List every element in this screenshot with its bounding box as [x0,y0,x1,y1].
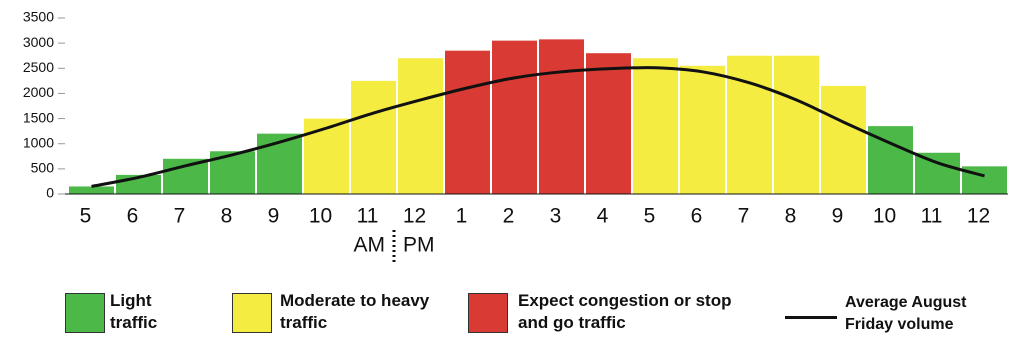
volume-line [91,66,985,188]
legend-label: Average August Friday volume [845,294,967,333]
am-label: AM [354,234,386,257]
bar [821,85,866,194]
bar [633,58,678,194]
bar [351,80,396,194]
legend-swatch [232,293,272,333]
x-tick-label: 6 [691,205,703,228]
legend-swatch [468,293,508,333]
legend-label: Expect congestion or stop and go traffic [518,291,732,332]
y-tick-label: 1500 [23,109,54,125]
legend-label: Light traffic [110,291,158,332]
x-tick-label: 9 [832,205,844,228]
x-tick-label: 6 [127,205,139,228]
bar [539,39,584,194]
bar [304,118,349,194]
bar [727,55,772,194]
x-tick-label: 11 [357,205,379,228]
x-tick-label: 11 [921,205,943,228]
x-tick-label: 7 [174,205,186,228]
pm-label: PM [403,234,435,257]
x-tick-label: 9 [268,205,280,228]
x-tick-label: 8 [221,205,233,228]
y-tick-label: 2500 [23,59,54,75]
bar [492,40,537,194]
x-tick-label: 5 [644,205,656,228]
bar [680,65,725,195]
y-tick-label: 500 [31,160,55,176]
bar [445,50,490,194]
bar [915,152,960,194]
bar [774,55,819,194]
x-tick-label: 12 [403,205,426,228]
x-tick-label: 5 [80,205,92,228]
legend-swatch [65,293,105,333]
bar [586,53,631,195]
bar [69,186,114,194]
x-tick-label: 8 [785,205,797,228]
y-tick-label: 2000 [23,84,54,100]
y-tick-label: 0 [46,185,54,201]
legend-line [785,316,837,319]
x-tick-label: 10 [873,205,896,228]
legend-label: Moderate to heavy traffic [280,291,430,332]
x-tick-label: 2 [503,205,515,228]
x-tick-label: 7 [738,205,750,228]
y-tick-label: 3500 [23,9,54,25]
bar [163,158,208,194]
x-tick-label: 1 [456,205,468,228]
y-tick-label: 1000 [23,134,54,150]
x-tick-label: 10 [309,205,332,228]
x-tick-label: 4 [597,205,609,228]
x-tick-label: 3 [550,205,562,228]
bar [398,58,443,194]
y-tick-label: 3000 [23,34,54,50]
x-tick-label: 12 [967,205,990,228]
